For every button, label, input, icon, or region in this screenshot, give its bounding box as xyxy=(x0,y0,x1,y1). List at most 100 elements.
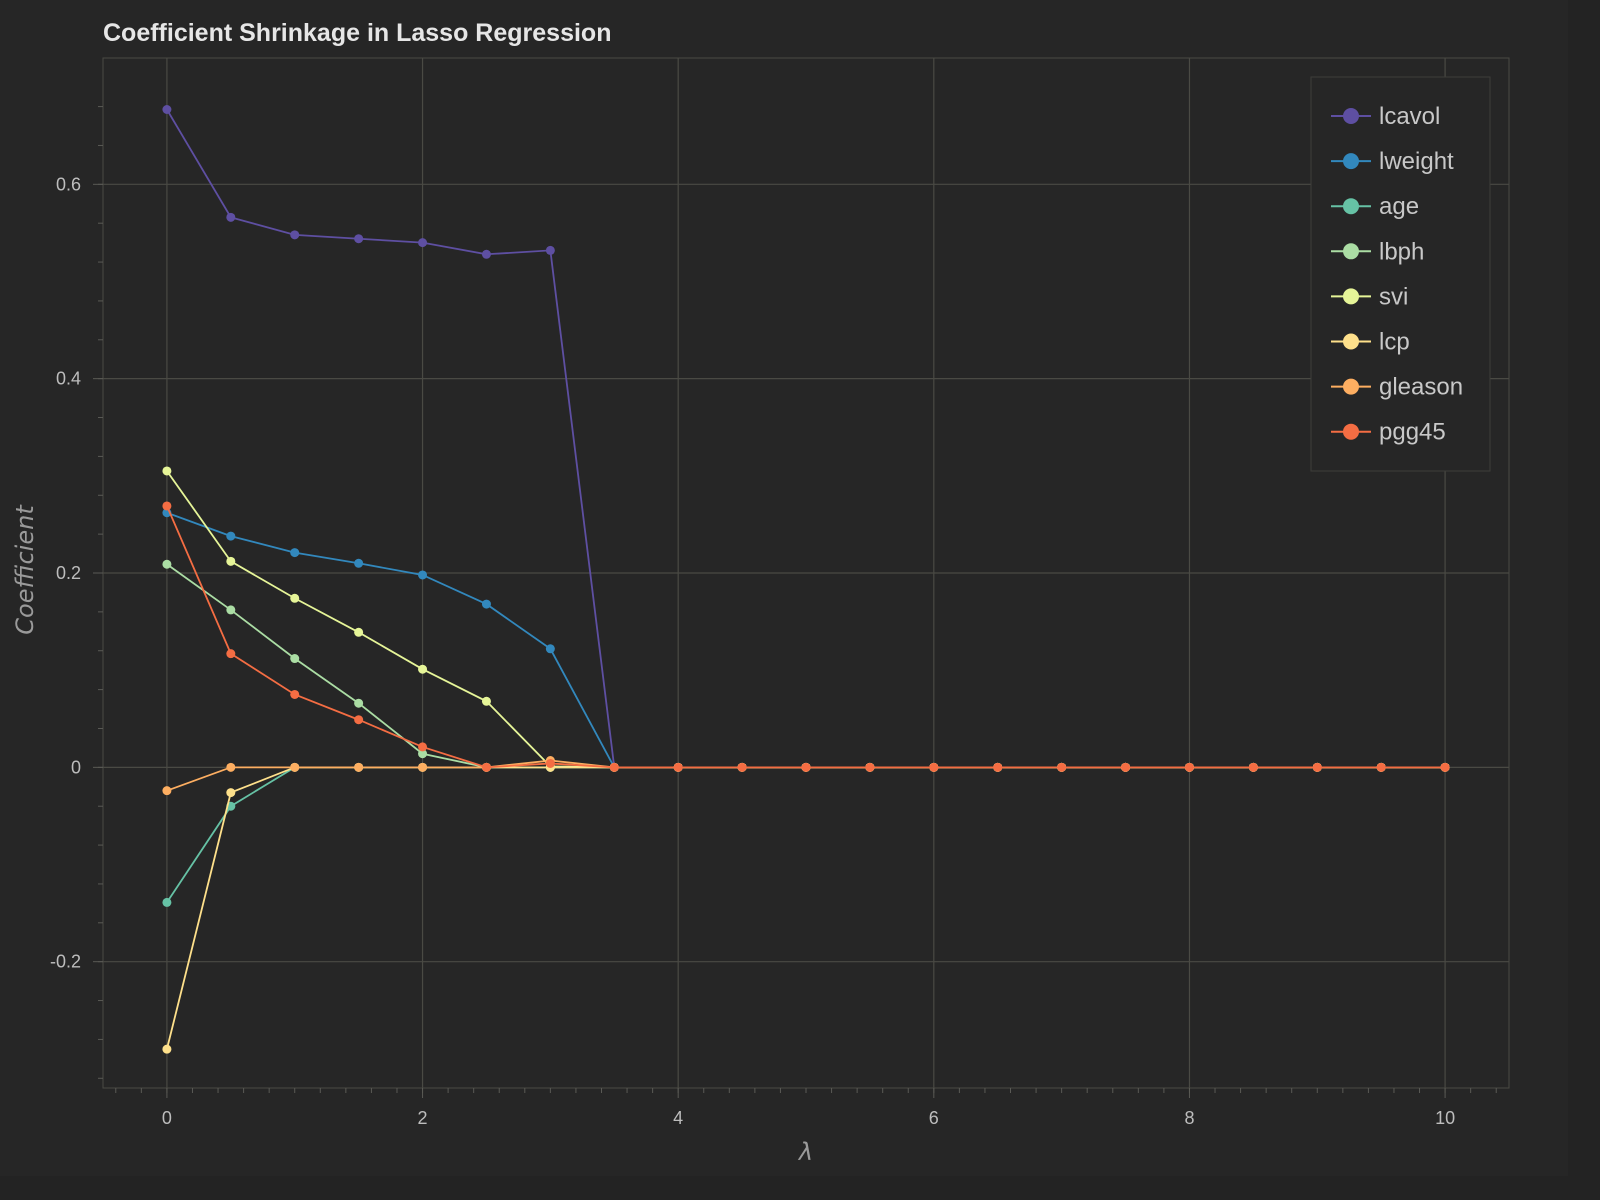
data-point-svi xyxy=(418,664,428,674)
y-tick-label: 0.4 xyxy=(56,369,81,389)
legend-label-lweight: lweight xyxy=(1379,148,1454,175)
legend-label-gleason: gleason xyxy=(1379,374,1463,401)
legend-label-lbph: lbph xyxy=(1379,238,1424,265)
legend-label-svi: svi xyxy=(1379,283,1408,310)
data-point-lweight xyxy=(226,531,236,541)
data-point-lweight xyxy=(354,558,364,568)
legend-marker xyxy=(1343,243,1359,260)
y-tick-label: -0.2 xyxy=(50,952,81,972)
x-tick-label: 0 xyxy=(162,1108,172,1128)
legend-item-lbph: lbph xyxy=(1331,238,1424,265)
y-axis-label: Coefficient xyxy=(11,504,39,635)
series-gleason xyxy=(162,756,1450,796)
data-point-gleason xyxy=(290,762,300,772)
data-point-pgg45 xyxy=(290,689,300,699)
series-line-lcavol xyxy=(166,109,1446,769)
data-point-gleason xyxy=(162,786,172,796)
series-lbph xyxy=(162,559,1450,772)
legend-box xyxy=(1310,76,1491,472)
data-point-lweight xyxy=(290,548,300,558)
legend-label-pgg45: pgg45 xyxy=(1379,419,1446,446)
data-point-lbph xyxy=(226,605,236,615)
data-point-pgg45 xyxy=(545,758,555,768)
legend-marker xyxy=(1343,333,1359,350)
legend-item-pgg45: pgg45 xyxy=(1331,419,1446,446)
legend: lcavol lweight age lbph svi lcp gleason pgg45 xyxy=(1310,76,1491,472)
data-point-lbph xyxy=(354,698,364,708)
legend-marker xyxy=(1343,108,1359,124)
data-point-age xyxy=(162,897,172,907)
series-line-lbph xyxy=(166,563,1446,769)
legend-marker xyxy=(1343,378,1359,395)
x-tick-label: 6 xyxy=(929,1108,939,1128)
legend-label-age: age xyxy=(1379,193,1419,220)
legend-item-gleason: gleason xyxy=(1331,374,1463,401)
data-point-lcp xyxy=(162,1044,172,1054)
data-point-svi xyxy=(226,556,236,566)
data-point-pgg45 xyxy=(1121,762,1131,772)
series-pgg45 xyxy=(162,501,1450,772)
legend-item-lcp: lcp xyxy=(1331,329,1410,356)
legend-item-svi: svi xyxy=(1331,283,1408,310)
series-svi xyxy=(162,466,1450,772)
data-point-gleason xyxy=(354,762,364,772)
data-point-lcavol xyxy=(354,234,364,244)
legend-marker xyxy=(1343,288,1359,305)
data-point-svi xyxy=(481,696,491,706)
series-lcavol xyxy=(162,105,1450,772)
grid xyxy=(103,58,1509,1088)
x-axis-label: λ xyxy=(797,1138,813,1166)
data-point-lcavol xyxy=(418,238,428,248)
series-line-age xyxy=(166,766,1446,903)
legend-marker xyxy=(1343,198,1359,215)
data-point-pgg45 xyxy=(801,762,811,772)
data-point-lcavol xyxy=(290,230,300,240)
y-tick-label: 0 xyxy=(71,757,81,777)
data-point-pgg45 xyxy=(1184,762,1194,772)
x-tick-label: 10 xyxy=(1435,1108,1455,1128)
data-point-pgg45 xyxy=(1376,762,1386,772)
data-point-svi xyxy=(354,627,364,637)
axes: 0 2 4 6 8 10 -0.2 0 0.2 0.4 0.6 xyxy=(50,106,1497,1128)
data-point-pgg45 xyxy=(1248,762,1258,772)
data-point-pgg45 xyxy=(418,742,428,752)
data-point-pgg45 xyxy=(481,762,491,772)
y-tick-label: 0.2 xyxy=(56,563,81,583)
legend-marker xyxy=(1343,153,1359,170)
chart-title: Coefficient Shrinkage in Lasso Regressio… xyxy=(103,19,611,47)
data-point-lweight xyxy=(545,644,555,654)
data-point-pgg45 xyxy=(1440,762,1450,772)
series-age xyxy=(162,762,1450,907)
legend-label-lcavol: lcavol xyxy=(1379,103,1440,130)
data-point-pgg45 xyxy=(673,762,683,772)
series-lcp xyxy=(162,762,1450,1054)
data-point-pgg45 xyxy=(1312,762,1322,772)
data-point-lcp xyxy=(226,788,236,798)
data-point-gleason xyxy=(226,762,236,772)
data-point-lweight xyxy=(481,599,491,609)
x-tick-label: 4 xyxy=(673,1108,683,1128)
data-point-pgg45 xyxy=(865,762,875,772)
data-point-lbph xyxy=(162,559,172,569)
data-point-svi xyxy=(290,593,300,603)
data-point-pgg45 xyxy=(354,715,364,725)
legend-item-lweight: lweight xyxy=(1331,148,1454,175)
lasso-coefficient-chart: Coefficient Shrinkage in Lasso Regressio… xyxy=(11,19,1510,1166)
data-point-gleason xyxy=(418,762,428,772)
data-point-lbph xyxy=(290,654,300,664)
legend-item-lcavol: lcavol xyxy=(1331,103,1440,130)
legend-item-age: age xyxy=(1331,193,1419,220)
data-point-lweight xyxy=(418,570,428,580)
data-point-pgg45 xyxy=(1057,762,1067,772)
data-point-lcavol xyxy=(226,212,236,222)
series-line-lcp xyxy=(166,766,1446,1050)
y-tick-label: 0.6 xyxy=(56,174,81,194)
series-lweight xyxy=(162,508,1450,772)
data-point-lbph xyxy=(418,749,428,759)
data-point-lcavol xyxy=(481,249,491,259)
chart-container: Coefficient Shrinkage in Lasso Regressio… xyxy=(11,19,1510,1166)
data-point-pgg45 xyxy=(226,649,236,659)
data-point-pgg45 xyxy=(737,762,747,772)
data-point-pgg45 xyxy=(929,762,939,772)
series-line-lweight xyxy=(166,511,1446,769)
